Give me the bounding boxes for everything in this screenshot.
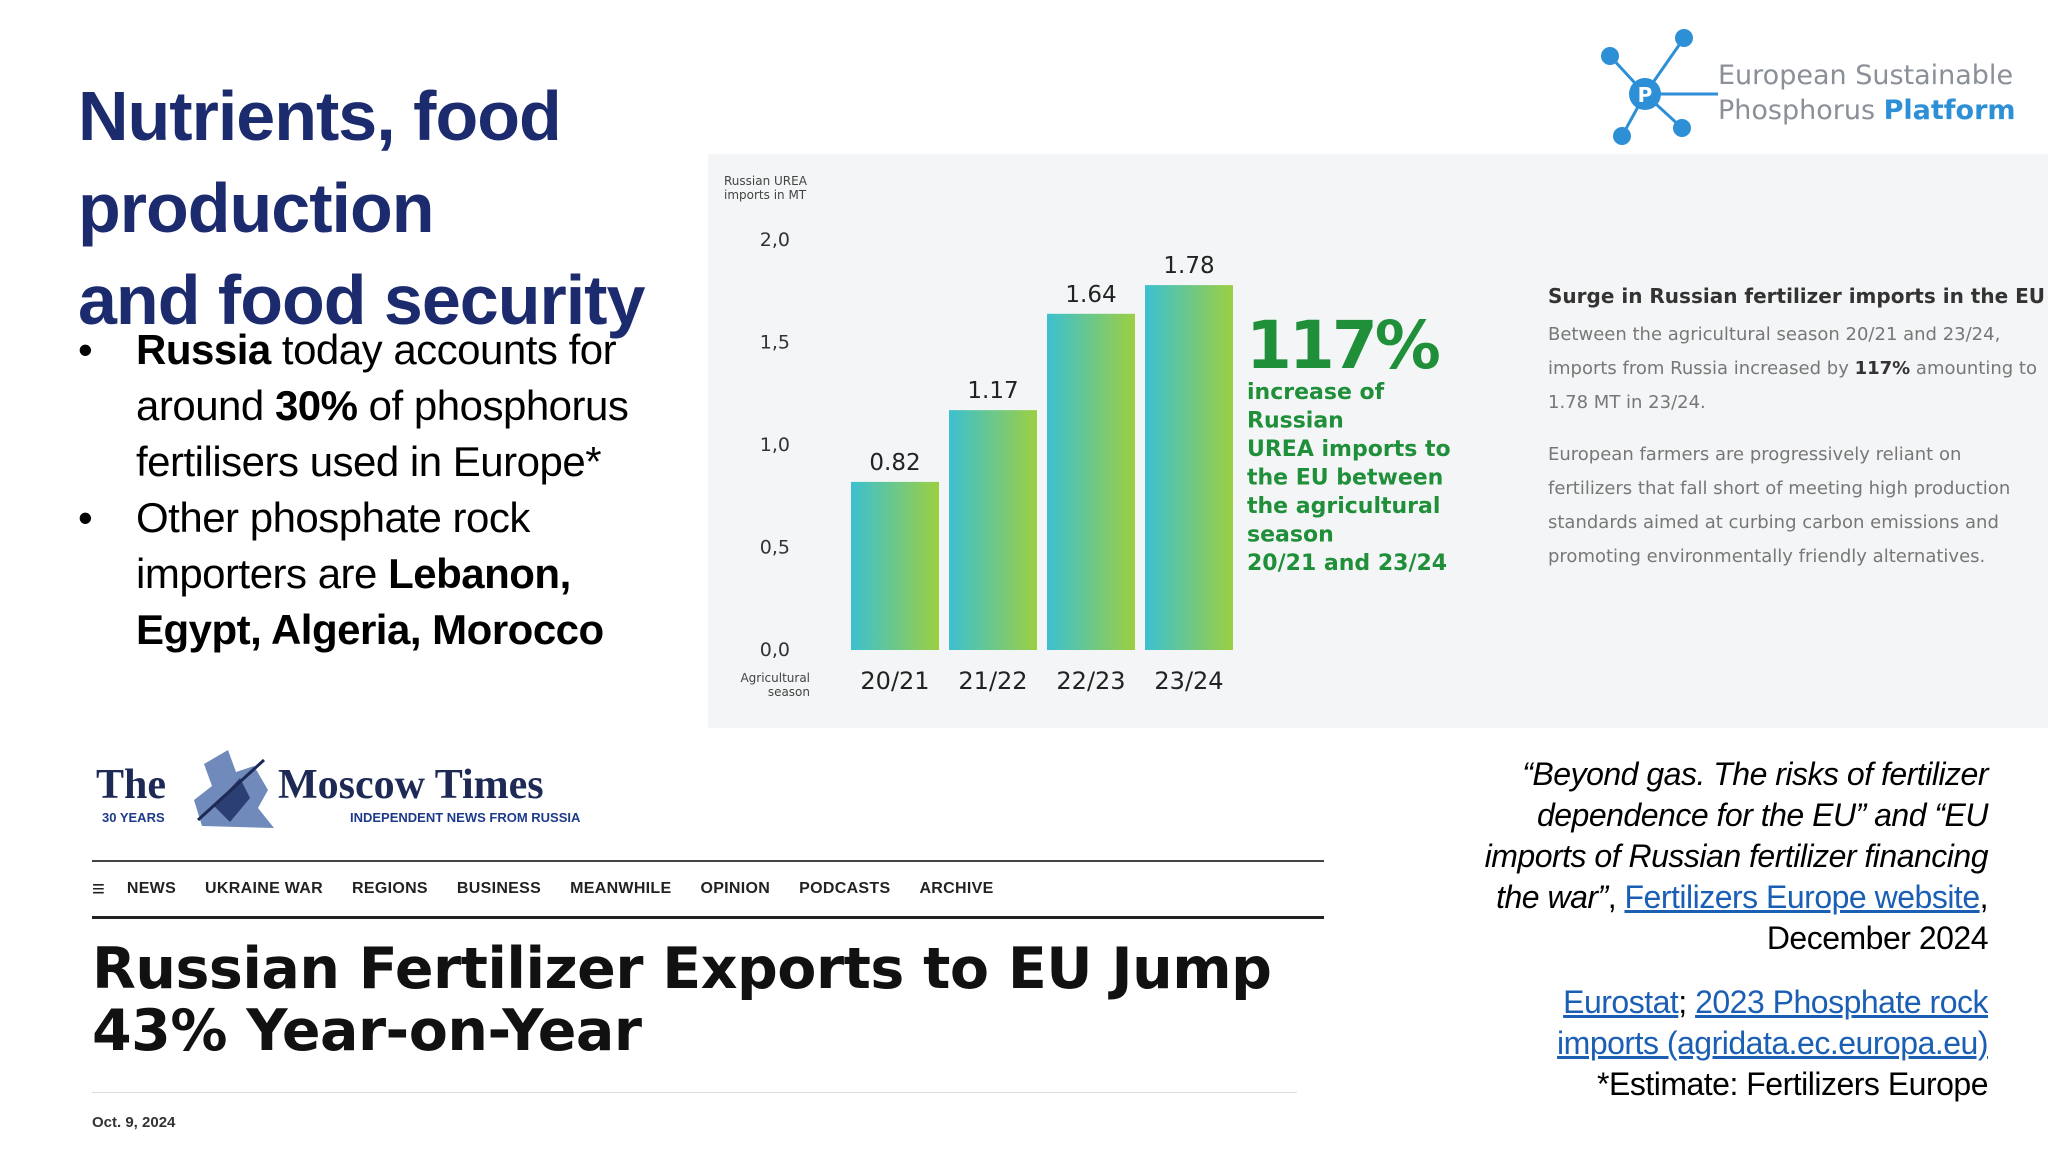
- nav-meanwhile[interactable]: MEANWHILE: [570, 880, 672, 897]
- surge-p1-bold: 117%: [1854, 358, 1911, 379]
- bullet-text: today accounts for around: [136, 326, 617, 429]
- y-tick-label: 1,5: [760, 332, 790, 354]
- bar-20-21: [851, 481, 939, 650]
- annotation-line: increase of: [1247, 380, 1385, 405]
- annotation-line: season: [1247, 523, 1334, 548]
- annotation-line: Russian: [1247, 409, 1344, 434]
- estimate-note: *Estimate: Fertilizers Europe: [1597, 1066, 1988, 1102]
- bullet-text: of phosphorus fertilisers used in Europe…: [136, 382, 629, 485]
- annotation-big-number: 117%: [1246, 307, 1440, 384]
- annotation-line: UREA imports to: [1247, 437, 1451, 462]
- surge-p1-text: Between the agricultural season 20/21 an…: [1548, 324, 2001, 379]
- bar-value-label: 1.17: [967, 378, 1018, 404]
- nav-news[interactable]: NEWS: [126, 880, 177, 897]
- nav-business[interactable]: BUSINESS: [456, 880, 542, 897]
- bar-21-22: [949, 410, 1037, 650]
- nav-archive[interactable]: ARCHIVE: [919, 880, 994, 897]
- st-george-emblem-icon: [194, 750, 274, 828]
- bullet-text: Other phosphate rock importers are: [136, 494, 530, 597]
- headline-line-1: Russian Fertilizer Exports to EU Jump: [92, 936, 1272, 1002]
- mt-logo-name: Moscow Times: [278, 762, 544, 808]
- y-tick-label: 0,5: [760, 537, 790, 559]
- citation-quote: “Beyond gas. The risks of fertilizer dep…: [1484, 756, 1989, 915]
- moscow-times-logo[interactable]: The Moscow Times 30 YEARS INDEPENDENT NE…: [92, 746, 602, 836]
- y-axis-label: Russian UREA: [724, 174, 808, 188]
- espp-logo: P European Sustainable Phosphorus Platfo…: [1590, 24, 2030, 152]
- bar-23-24: [1145, 285, 1233, 650]
- x-axis-label: season: [768, 685, 810, 699]
- bullet-marker: •: [78, 326, 93, 373]
- bullet-text-bold: Russia: [136, 326, 271, 373]
- y-axis-label: imports in MT: [724, 188, 807, 202]
- x-tick-label: 23/24: [1154, 667, 1223, 695]
- citation-sep: ,: [1607, 879, 1625, 915]
- logo-line-2b: Platform: [1883, 95, 2016, 126]
- nav-podcasts[interactable]: PODCASTS: [799, 880, 891, 897]
- x-axis-label: Agricultural: [740, 671, 810, 685]
- slide-title-line-2: and food security: [78, 261, 645, 339]
- surge-paragraph-2: European farmers are progressively relia…: [1548, 444, 2011, 567]
- bullet-item: • Russia today accounts for around 30% o…: [72, 322, 672, 490]
- molecule-icon: P: [1601, 29, 1718, 145]
- nav-divider-bottom: [92, 916, 1324, 919]
- annotation-line: the EU between: [1247, 466, 1443, 491]
- y-tick-label: 2,0: [760, 229, 790, 251]
- bullet-text-bold: 30%: [274, 382, 358, 429]
- x-tick-label: 21/22: [958, 667, 1027, 695]
- mt-logo-the: The: [96, 762, 166, 808]
- bar-value-label: 0.82: [869, 450, 920, 476]
- annotation-line: the agricultural: [1247, 494, 1440, 519]
- logo-letter: P: [1638, 83, 1653, 107]
- logo-line-1: European Sustainable: [1718, 60, 2014, 91]
- fertilizers-europe-link[interactable]: Fertilizers Europe website: [1624, 879, 1980, 915]
- slide-title-line-1: Nutrients, food production: [78, 77, 562, 247]
- nav-divider-top: [92, 860, 1324, 862]
- x-tick-label: 20/21: [860, 667, 929, 695]
- slide-title: Nutrients, food production and food secu…: [78, 70, 898, 346]
- bullet-marker: •: [78, 494, 93, 541]
- bar-value-label: 1.64: [1065, 282, 1116, 308]
- logo-text: European Sustainable Phosphorus Platform: [1718, 58, 2016, 128]
- mt-logo-years: 30 YEARS: [102, 810, 165, 825]
- nav-opinion[interactable]: OPINION: [700, 880, 771, 897]
- x-tick-label: 22/23: [1056, 667, 1125, 695]
- bar-value-label: 1.78: [1163, 253, 1214, 279]
- source-sep: ;: [1678, 984, 1696, 1020]
- article-divider: [92, 1092, 1297, 1093]
- bullet-list: • Russia today accounts for around 30% o…: [72, 322, 672, 658]
- article-headline[interactable]: Russian Fertilizer Exports to EU Jump 43…: [92, 938, 1342, 1062]
- surge-textbox: Surge in Russian fertilizer imports in t…: [1548, 284, 2046, 592]
- bar-22-23: [1047, 313, 1135, 650]
- article-date: Oct. 9, 2024: [92, 1114, 176, 1131]
- surge-p1-tail: amounting to 1.78 MT in 23/24.: [1548, 358, 2037, 413]
- source-block: Eurostat; 2023 Phosphate rock imports (a…: [1480, 982, 1988, 1105]
- phosphate-rock-imports-link[interactable]: 2023 Phosphate rock imports (agridata.ec…: [1557, 984, 1988, 1061]
- annotation-line: 20/21 and 23/24: [1247, 551, 1447, 576]
- eurostat-link[interactable]: Eurostat: [1563, 984, 1679, 1020]
- y-tick-label: 1,0: [760, 434, 790, 456]
- moscow-times-nav: ≡ NEWS UKRAINE WAR REGIONS BUSINESS MEAN…: [92, 862, 1324, 916]
- bullet-text-bold: Lebanon, Egypt, Algeria, Morocco: [136, 550, 604, 653]
- surge-title: Surge in Russian fertilizer imports in t…: [1548, 284, 2046, 308]
- hamburger-menu-icon[interactable]: ≡: [92, 876, 105, 901]
- logo-line-2a: Phosphorus: [1718, 95, 1884, 126]
- surge-paragraph-1: Between the agricultural season 20/21 an…: [1548, 318, 2038, 420]
- headline-line-2: 43% Year-on-Year: [92, 998, 642, 1064]
- chart-panel: Russian UREA imports in MT 2,0 1,5 1,0 0,5 0,0…: [708, 154, 2048, 728]
- citation-block: “Beyond gas. The risks of fertilizer dep…: [1480, 754, 1989, 959]
- citation-tail: , December 2024: [1766, 879, 1989, 956]
- mt-logo-tagline: INDEPENDENT NEWS FROM RUSSIA: [350, 810, 581, 825]
- bullet-item: • Other phosphate rock importers are Leb…: [72, 490, 672, 658]
- nav-regions[interactable]: REGIONS: [352, 880, 428, 897]
- y-tick-label: 0,0: [760, 639, 790, 661]
- nav-ukraine-war[interactable]: UKRAINE WAR: [205, 880, 324, 897]
